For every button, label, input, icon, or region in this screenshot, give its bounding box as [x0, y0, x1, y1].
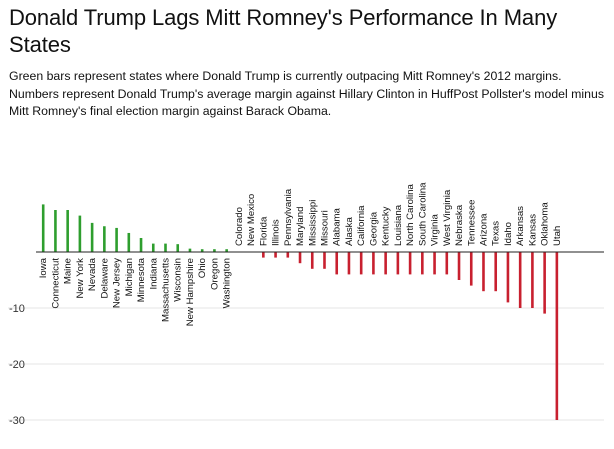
bar-arkansas	[518, 252, 522, 308]
bar-arizona	[482, 252, 485, 292]
category-label: Louisiana	[393, 204, 404, 246]
category-label: Indiana	[148, 257, 159, 289]
category-label: California	[356, 205, 367, 246]
category-label: Delaware	[99, 258, 110, 299]
category-label: Maryland	[295, 207, 306, 246]
bar-virginia	[433, 252, 436, 275]
chart-subtitle: Green bars represent states where Donald…	[9, 69, 604, 118]
bar-california	[359, 252, 363, 275]
category-label: Connecticut	[50, 258, 61, 309]
category-label: Utah	[552, 226, 563, 246]
bar-minnesota	[139, 238, 143, 252]
category-label: Idaho	[503, 222, 514, 246]
bar-kansas	[531, 252, 534, 308]
bar-alabama	[335, 252, 339, 275]
bar-oklahoma	[543, 252, 546, 314]
category-label: New Jersey	[112, 258, 123, 308]
y-tick-labels: -10 -20 -30	[9, 303, 25, 427]
category-label: Florida	[258, 216, 269, 246]
category-label: Wisconsin	[173, 258, 184, 302]
category-label: New York	[75, 258, 86, 299]
y-tick-label: -30	[9, 415, 25, 427]
category-label: New Hampshire	[185, 258, 196, 326]
bar-wisconsin	[176, 244, 180, 252]
category-label: Iowa	[38, 257, 49, 278]
bars	[41, 204, 559, 420]
y-tick-label: -20	[9, 359, 25, 371]
category-label: North Carolina	[405, 183, 416, 246]
category-label: Oregon	[209, 258, 220, 290]
category-label: Arkansas	[515, 206, 526, 246]
bar-iowa	[41, 204, 45, 252]
bar-delaware	[103, 226, 106, 252]
bar-ohio	[200, 249, 204, 252]
bar-kentucky	[384, 252, 387, 275]
category-label: Mississippi	[307, 200, 318, 246]
category-label: Washington	[222, 258, 233, 308]
category-label: Ohio	[197, 258, 208, 278]
category-label: Virginia	[430, 214, 441, 246]
bar-texas	[494, 252, 498, 292]
bar-missouri	[323, 252, 326, 269]
gridlines	[8, 307, 604, 421]
category-labels: Iowa Connecticut Maine New York Nevada Delawa…	[38, 182, 563, 326]
bar-florida	[262, 252, 265, 258]
category-label: Massachusetts	[161, 258, 172, 322]
bar-georgia	[372, 252, 375, 275]
category-label: Arizona	[478, 213, 489, 246]
category-label: Nevada	[87, 257, 98, 291]
bar-alaska	[347, 252, 351, 275]
category-label: Pennsylvania	[283, 188, 294, 246]
bar-tennessee	[469, 252, 473, 286]
bar-north-carolina	[408, 252, 412, 275]
bar-massachusetts	[164, 243, 167, 252]
bar-indiana	[151, 243, 155, 252]
bar-south-carolina	[421, 252, 424, 275]
bar-mississippi	[310, 252, 314, 269]
bar-nebraska	[457, 252, 461, 280]
bar-connecticut	[54, 210, 57, 252]
bar-maryland	[298, 252, 302, 264]
category-label: Nebraska	[454, 204, 465, 246]
category-label: Texas	[491, 221, 502, 246]
category-label: Kansas	[527, 214, 538, 246]
category-label: South Carolina	[417, 182, 428, 246]
bar-louisiana	[396, 252, 400, 275]
category-label: Michigan	[124, 258, 135, 296]
category-label: West Virginia	[442, 189, 453, 246]
y-tick-label: -10	[9, 303, 25, 315]
category-label: Minnesota	[136, 257, 147, 302]
category-label: Illinois	[271, 219, 282, 246]
bar-utah	[555, 252, 559, 420]
category-label: Maine	[63, 258, 74, 284]
bar-washington	[225, 249, 228, 252]
bar-new-jersey	[115, 227, 118, 252]
bar-new-hampshire	[188, 248, 192, 252]
category-label: Tennessee	[466, 200, 477, 246]
bar-michigan	[127, 232, 131, 252]
bar-illinois	[274, 252, 277, 258]
category-label: New Mexico	[246, 194, 257, 246]
category-label: Missouri	[319, 210, 330, 246]
bar-new-york	[78, 215, 82, 252]
category-label: Alabama	[332, 207, 343, 246]
bar-pennsylvania	[286, 252, 290, 258]
bar-idaho	[506, 252, 510, 303]
category-label: Colorado	[234, 207, 245, 246]
bar-oregon	[213, 249, 216, 252]
bar-west-virginia	[445, 252, 449, 275]
bar-maine	[66, 210, 69, 252]
category-label: Kentucky	[381, 206, 392, 246]
category-label: Georgia	[368, 211, 379, 246]
bar-nevada	[90, 222, 94, 252]
category-label: Oklahoma	[540, 202, 551, 246]
category-label: Alaska	[344, 217, 355, 246]
chart-title: Donald Trump Lags Mitt Romney's Performa…	[9, 5, 558, 57]
